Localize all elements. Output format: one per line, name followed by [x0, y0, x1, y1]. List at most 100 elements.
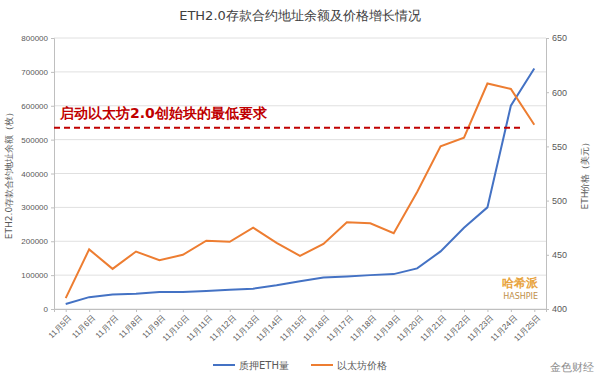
grid-line	[54, 275, 546, 276]
tick: 800000	[21, 34, 54, 43]
tick-label: 600000	[21, 102, 48, 111]
tick: 500000	[21, 136, 54, 145]
tick-label: 450	[552, 250, 567, 260]
tick: 11月8日	[117, 309, 144, 340]
title: ETH2.0存款合约地址余额及价格增长情况	[179, 8, 421, 23]
tick-label: 500000	[21, 136, 48, 145]
tick-label: 11月8日	[117, 313, 144, 340]
tick-label: 600	[552, 88, 567, 98]
legend-label: 质押ETH量	[239, 360, 289, 371]
tick-mark	[51, 72, 54, 73]
tick: 300000	[21, 203, 54, 212]
tick-mark	[51, 140, 54, 141]
grid-line	[54, 173, 546, 174]
tick-mark	[323, 309, 324, 312]
tick-label: 200000	[21, 237, 48, 246]
tick-mark	[417, 309, 418, 312]
tick-label: 400000	[21, 170, 48, 179]
tick-mark	[206, 309, 207, 312]
annotation: 启动以太坊2.0创始块的最低要求	[59, 105, 268, 121]
tick-mark	[394, 309, 395, 312]
tick: 650	[546, 33, 567, 43]
tick: 550	[546, 142, 567, 152]
legend-item: 以太坊价格	[311, 360, 387, 371]
tick: 450	[546, 250, 567, 260]
tick-mark	[300, 309, 301, 312]
legend-item: 质押ETH量	[213, 360, 289, 371]
tick-label: 500	[552, 196, 567, 206]
tick-mark	[370, 309, 371, 312]
tick: 500	[546, 196, 567, 206]
tick-mark	[51, 241, 54, 242]
y-axis-title: ETH2.0存款合约地址余额（枚）	[4, 108, 14, 239]
tick-mark	[441, 309, 442, 312]
tick: 600	[546, 88, 567, 98]
tick-mark	[66, 309, 67, 312]
tick: 400000	[21, 170, 54, 179]
tick: 0	[44, 305, 54, 314]
tick-mark	[51, 309, 54, 310]
legend: 质押ETH量 以太坊价格	[213, 360, 387, 371]
tick-mark	[546, 255, 549, 256]
tick-label: 400	[552, 304, 567, 314]
tick-mark	[511, 309, 512, 312]
grid	[54, 38, 546, 309]
tick-mark	[89, 309, 90, 312]
tick-mark	[136, 309, 137, 312]
tick-mark	[546, 38, 549, 39]
tick-label: 11月7日	[94, 313, 121, 340]
tick-label: 300000	[21, 203, 48, 212]
tick-mark	[487, 309, 488, 312]
y2-axis: 400 450 500 550 600 650	[546, 33, 567, 314]
tick-label: 11月6日	[70, 313, 97, 340]
axis-line	[55, 310, 547, 313]
tick-mark	[183, 309, 184, 312]
tick-mark	[51, 38, 54, 39]
watermark: 哈希派	[502, 276, 539, 290]
threshold-line	[54, 127, 523, 129]
tick: 200000	[21, 237, 54, 246]
tick-label: 800000	[21, 34, 48, 43]
tick-mark	[159, 309, 160, 312]
tick-mark	[51, 174, 54, 175]
watermark: HASHPIE	[503, 292, 538, 301]
tick: 11月5日	[47, 309, 74, 340]
axis-line	[51, 39, 55, 310]
tick-mark	[464, 309, 465, 312]
legend-label: 以太坊价格	[337, 360, 387, 371]
tick-mark	[546, 201, 549, 202]
tick-label: 11月25日	[512, 313, 542, 343]
tick: 11月25日	[512, 309, 542, 343]
tick-mark	[534, 309, 535, 312]
tick-mark	[347, 309, 348, 312]
y-axis: 0 100000 200000 300000 400000 500000 600000 700…	[21, 34, 54, 314]
tick: 700000	[21, 68, 54, 77]
tick-label: 0	[44, 305, 49, 314]
tick-mark	[113, 309, 114, 312]
tick-mark	[230, 309, 231, 312]
grid-line	[54, 38, 546, 39]
tick: 100000	[21, 271, 54, 280]
tick: 600000	[21, 102, 54, 111]
tick-mark	[546, 92, 549, 93]
tick-mark	[51, 106, 54, 107]
legend-swatch	[213, 364, 235, 366]
grid-line	[54, 207, 546, 208]
tick-mark	[277, 309, 278, 312]
tick-label: 100000	[21, 271, 48, 280]
grid-line	[54, 71, 546, 72]
x-axis: 11月5日11月6日11月7日11月8日11月9日11月10日11月11日11月…	[47, 309, 547, 343]
axis-line	[547, 39, 550, 310]
tick: 11月6日	[70, 309, 97, 340]
tick-mark	[253, 309, 254, 312]
tick-label: 700000	[21, 68, 48, 77]
y2-axis-title: ETH价格（美元）	[580, 138, 590, 210]
tick-mark	[51, 275, 54, 276]
tick: 11月7日	[94, 309, 121, 340]
tick-label: 650	[552, 33, 567, 43]
tick-label: 550	[552, 142, 567, 152]
legend-swatch	[311, 364, 333, 366]
tick-mark	[51, 207, 54, 208]
watermark: 金色财经	[550, 361, 594, 374]
chart: ETH2.0存款合约地址余额及价格增长情况 0 100000 200000 300000…	[0, 0, 600, 377]
